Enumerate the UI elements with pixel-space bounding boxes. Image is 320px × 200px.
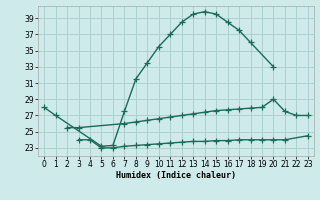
X-axis label: Humidex (Indice chaleur): Humidex (Indice chaleur) <box>116 171 236 180</box>
